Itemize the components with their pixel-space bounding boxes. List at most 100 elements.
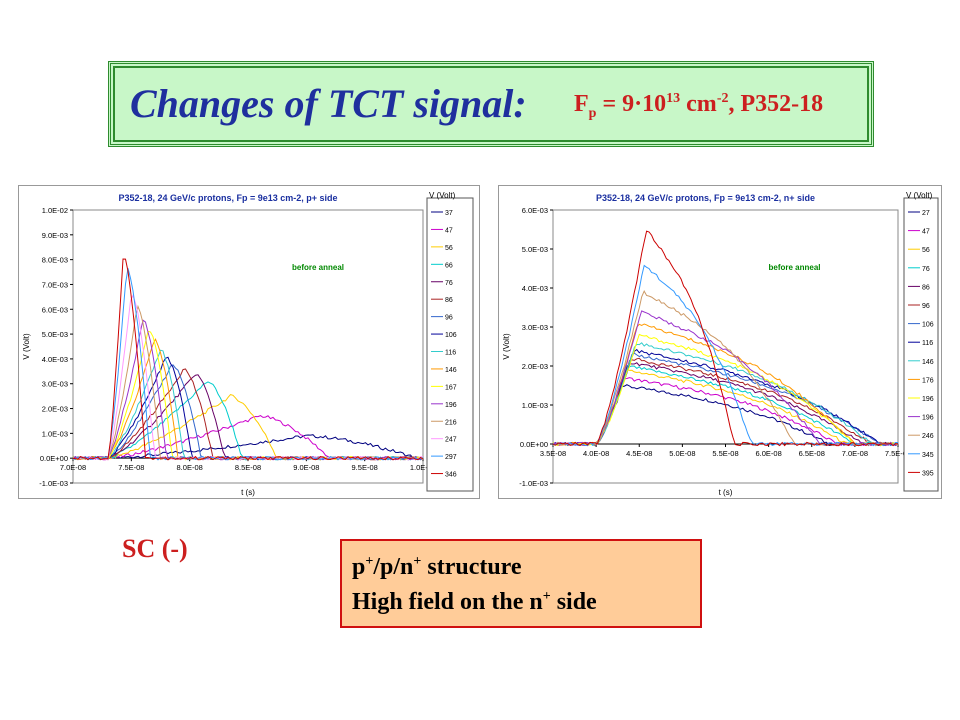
info-box: p+/p/n+ structure High field on the n+ s… [340,539,702,628]
x-tick-label: 5.5E-08 [712,449,738,458]
y-tick-label: 6.0E-03 [42,305,68,314]
x-tick-label: 6.5E-08 [799,449,825,458]
info-line-1: p+/p/n+ structure [352,547,690,582]
y-tick-label: 3.0E-03 [42,380,68,389]
chart-title: P352-18, 24 GeV/c protons, Fp = 9e13 cm-… [118,193,337,203]
x-tick-label: 1.0E-07 [410,463,436,472]
y-tick-label: 0.0E+00 [520,440,548,449]
info-line1-sup1: + [365,554,374,569]
info-line1-b: /p/n [373,554,414,580]
subtitle-prefix: F [574,91,589,117]
legend-label: 66 [445,262,453,269]
y-tick-label: 0.0E+00 [40,454,68,463]
legend-label: 196 [445,402,457,409]
x-tick-label: 7.0E-08 [842,449,868,458]
legend-label: 96 [445,315,453,322]
y-tick-label: -1.0E-03 [39,479,68,488]
series-line-345 [552,264,898,447]
x-tick-label: 4.5E-08 [626,449,652,458]
info-line-2: High field on the n+ side [352,582,690,617]
annotation-before-anneal: before anneal [768,263,820,272]
series-line-297 [72,268,424,461]
subtitle-subscript: p [588,105,597,121]
legend-label: 86 [445,297,453,304]
legend-label: 106 [445,332,457,339]
series-line-196 [552,333,899,447]
legend-label: 116 [922,340,933,347]
info-line2-b: side [550,589,597,615]
y-tick-label: 6.0E-03 [522,206,548,215]
y-tick-label: 7.0E-03 [42,280,68,289]
y-tick-label: -1.0E-03 [519,479,548,488]
legend-label: 146 [445,367,457,374]
title-banner [108,61,874,147]
series-line-146 [552,342,898,447]
legend-label: 297 [445,454,457,461]
annotation-before-anneal: before anneal [292,263,344,272]
y-tick-label: 8.0E-03 [42,256,68,265]
y-tick-label: 4.0E-03 [522,284,548,293]
legend-label: 167 [445,384,457,391]
chart-title: P352-18, 24 GeV/c protons, Fp = 9e13 cm-… [596,193,815,203]
y-axis-label: V (Volt) [22,333,31,360]
legend-label: 345 [922,452,934,459]
legend-label: 106 [922,322,934,329]
legend-label: 47 [445,227,453,234]
y-tick-label: 1.0E-03 [42,429,68,438]
legend-label: 96 [922,303,930,310]
subtitle-exp: 13 [666,91,681,106]
legend-label: 196 [922,415,934,422]
y-tick-label: 2.0E-03 [42,405,68,414]
x-tick-label: 3.5E-08 [540,449,566,458]
y-tick-label: 9.0E-03 [42,231,68,240]
legend-label: 56 [445,245,453,252]
subtitle-unit: cm [680,91,717,117]
x-tick-label: 6.0E-08 [755,449,781,458]
y-tick-label: 4.0E-03 [42,355,68,364]
x-tick-label: 8.0E-08 [177,463,203,472]
series-line-37 [72,434,424,461]
y-tick-label: 2.0E-03 [522,362,548,371]
legend-label: 196 [922,396,934,403]
legend-label: 246 [922,433,934,440]
legend-label: 346 [445,472,457,479]
x-tick-label: 4.0E-08 [583,449,609,458]
legend-label: 216 [445,419,457,426]
legend-title: V (Volt) [906,191,933,200]
info-line2-sup: + [542,589,551,604]
y-tick-label: 1.0E-02 [42,206,68,215]
series-line-196 [552,310,899,447]
y-tick-label: 1.0E-03 [522,401,548,410]
chart-n-side: P352-18, 24 GeV/c protons, Fp = 9e13 cm-… [498,185,942,499]
legend-label: 116 [445,350,456,357]
subtitle-unit-exp: -2 [716,91,729,106]
slide-title: Changes of TCT signal: [130,81,527,126]
legend-title: V (Volt) [429,191,456,200]
subtitle-suffix: , P352-18 [728,91,824,117]
y-tick-label: 3.0E-03 [522,323,548,332]
info-line1-c: structure [421,554,522,580]
info-line2-a: High field on the n [352,589,543,615]
chart-n-side-svg: P352-18, 24 GeV/c protons, Fp = 9e13 cm-… [502,191,939,497]
legend-label: 56 [922,247,930,254]
x-tick-label: 9.0E-08 [293,463,319,472]
info-line1-sup2: + [413,554,422,569]
subtitle-eq: = 9·10 [596,91,667,117]
legend-box [426,197,474,492]
chart-p-side-svg: P352-18, 24 GeV/c protons, Fp = 9e13 cm-… [22,191,474,497]
x-tick-label: 9.5E-08 [352,463,378,472]
legend-label: 76 [922,266,930,273]
info-line1-a: p [352,554,366,580]
chart-p-side: P352-18, 24 GeV/c protons, Fp = 9e13 cm-… [18,185,480,499]
x-tick-label: 5.0E-08 [669,449,695,458]
legend-label: 47 [922,229,930,236]
legend-label: 27 [922,210,930,217]
sc-label: SC (-) [122,534,188,563]
series-line-395 [552,230,899,447]
legend-label: 176 [922,377,934,384]
x-tick-label: 7.5E-08 [885,449,911,458]
legend-label: 247 [445,437,457,444]
x-tick-label: 8.5E-08 [235,463,261,472]
x-tick-label: 7.0E-08 [60,463,86,472]
legend-label: 395 [922,470,934,477]
